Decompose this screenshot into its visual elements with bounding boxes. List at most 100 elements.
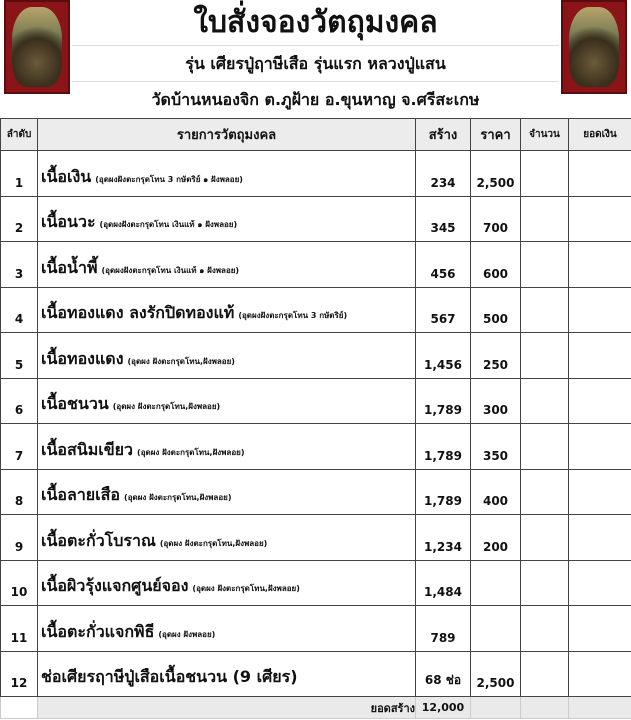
row-price: 400 (470, 468, 521, 515)
footer-value: 12,000 (415, 696, 471, 719)
row-total-field[interactable] (568, 650, 631, 697)
table-row: 9 เนื้อตะกั่วโบราณ (อุดผง ฝังตะกรุดโทน,ฝั… (0, 514, 631, 561)
amulet-image-left (4, 0, 70, 94)
row-total-field[interactable] (568, 332, 631, 379)
row-qty-field[interactable] (520, 559, 569, 606)
row-total-field[interactable] (568, 150, 631, 197)
order-table: ลำดับ รายการวัตถุมงคล สร้าง ราคา จำนวน ย… (0, 118, 631, 719)
row-total-field[interactable] (568, 514, 631, 561)
table-row: 12 ช่อเศียรฤาษีปู่เสือเนื้อชนวน (9 เศียร… (0, 650, 631, 697)
row-price (470, 559, 521, 606)
row-price: 600 (470, 241, 521, 288)
row-price: 700 (470, 195, 521, 242)
row-item: เนื้อชนวน (อุดผง ฝังตะกรุดโทน,ฝังพลอย) (37, 377, 416, 424)
row-made: 1,789 (415, 423, 471, 470)
item-name: เนื้อสนิมเขียว (41, 439, 134, 459)
row-no: 9 (0, 514, 38, 561)
table-row: 10 เนื้อผิวรุ้งแจกศูนย์จอง (อุดผง ฝังตะกร… (0, 559, 631, 606)
item-name: เนื้อนวะ (41, 212, 96, 231)
row-total-field[interactable] (568, 286, 631, 333)
row-price: 200 (470, 514, 521, 561)
item-note: (อุดผงฝังตะกรุดโทน 3 กษัตริย์ ๑ ฝังพลอย) (95, 174, 243, 184)
row-no: 8 (0, 468, 38, 515)
row-qty-field[interactable] (520, 241, 569, 288)
row-total-field[interactable] (568, 468, 631, 515)
row-total-field[interactable] (568, 241, 631, 288)
footer-label: ยอดสร้าง (37, 696, 416, 719)
row-no: 1 (0, 150, 38, 197)
page-title: ใบสั่งจองวัตถุมงคล (72, 0, 559, 46)
row-made: 1,484 (415, 559, 471, 606)
row-total-field[interactable] (568, 605, 631, 652)
row-made: 456 (415, 241, 471, 288)
item-name: เนื้อลายเสือ (41, 485, 121, 504)
item-name: เนื้อเงิน (41, 166, 92, 186)
item-note: (อุดผง ฝังตะกรุดโทน,ฝังพลอย) (159, 538, 268, 548)
row-made: 789 (415, 605, 471, 652)
row-qty-field[interactable] (520, 605, 569, 652)
header-made: สร้าง (415, 118, 471, 151)
temple-location: วัดบ้านหนองจิก ต.ภูฝ้าย อ.ขุนหาญ จ.ศรีสะ… (151, 90, 480, 109)
row-qty-field[interactable] (520, 332, 569, 379)
item-note: (อุดผงฝังตะกรุดโทน เงินแท้ ๑ ฝังพลอย) (101, 265, 240, 275)
table-row: 7 เนื้อสนิมเขียว (อุดผง ฝังตะกรุดโทน,ฝังพ… (0, 423, 631, 470)
row-no: 3 (0, 241, 38, 288)
item-note: (อุดผง ฝังพลอย) (158, 629, 216, 639)
row-total-field[interactable] (568, 423, 631, 470)
row-price: 2,500 (470, 650, 521, 697)
item-name: เนื้อทองแดง (41, 348, 124, 368)
table-row: 11 เนื้อตะกั่วแจกพิธี (อุดผง ฝังพลอย) 789 (0, 605, 631, 652)
row-qty-field[interactable] (520, 195, 569, 242)
row-qty-field[interactable] (520, 377, 569, 424)
table-row: 4 เนื้อทองแดง ลงรักปิดทองแท้ (อุดผงฝังตะก… (0, 286, 631, 333)
item-name: เนื้อตะกั่วโบราณ (41, 530, 156, 550)
item-name: เนื้อตะกั่วแจกพิธี (41, 621, 155, 641)
row-no: 4 (0, 286, 38, 333)
row-price: 500 (470, 286, 521, 333)
row-price: 350 (470, 423, 521, 470)
item-note: (อุดผง ฝังตะกรุดโทน,ฝังพลอย) (192, 584, 300, 593)
row-total-field[interactable] (568, 559, 631, 606)
item-name: เนื้อทองแดง ลงรักปิดทองแท้ (41, 303, 235, 322)
row-item: เนื้อทองแดง (อุดผง ฝังตะกรุดโทน,ฝังพลอย) (37, 332, 416, 379)
header-item: รายการวัตถุมงคล (37, 118, 416, 151)
page-subtitle: รุ่น เศียรปู่ฤาษีเสือ รุ่นแรก หลวงปู่แสน (72, 46, 559, 82)
header-total: ยอดเงิน (568, 118, 631, 151)
row-item: เนื้อสนิมเขียว (อุดผง ฝังตะกรุดโทน,ฝังพลอ… (37, 423, 416, 470)
table-row: 5 เนื้อทองแดง (อุดผง ฝังตะกรุดโทน,ฝังพลอย… (0, 332, 631, 379)
row-qty-field[interactable] (520, 650, 569, 697)
amulet-image-right (561, 0, 627, 94)
row-price: 300 (470, 377, 521, 424)
row-item: ช่อเศียรฤาษีปู่เสือเนื้อชนวน (9 เศียร) (37, 650, 416, 697)
row-price: 2,500 (470, 150, 521, 197)
header-no: ลำดับ (0, 118, 38, 151)
row-qty-field[interactable] (520, 150, 569, 197)
row-made: 234 (415, 150, 471, 197)
item-name: เนื้อน้ำพี้ (41, 257, 98, 277)
row-item: เนื้อเงิน (อุดผงฝังตะกรุดโทน 3 กษัตริย์ ๑… (37, 150, 416, 197)
row-item: เนื้อตะกั่วแจกพิธี (อุดผง ฝังพลอย) (37, 605, 416, 652)
row-made: 1,789 (415, 377, 471, 424)
row-qty-field[interactable] (520, 468, 569, 515)
row-made: 1,789 (415, 468, 471, 515)
header-price: ราคา (470, 118, 521, 151)
row-item: เนื้อลายเสือ (อุดผง ฝังตะกรุดโทน,ฝังพลอย) (37, 468, 416, 515)
item-note: (อุดผง ฝังตะกรุดโทน,ฝังพลอย) (127, 356, 235, 366)
row-qty-field[interactable] (520, 423, 569, 470)
row-total-field[interactable] (568, 195, 631, 242)
row-qty-field[interactable] (520, 286, 569, 333)
row-made: 1,234 (415, 514, 471, 561)
row-item: เนื้อนวะ (อุดผงฝังตะกรุดโทน เงินแท้ ๑ ฝัง… (37, 195, 416, 242)
item-note: (อุดผง ฝังตะกรุดโทน,ฝังพลอย) (137, 447, 245, 457)
item-note: (อุดผงฝังตะกรุดโทน 3 กษัตริย์) (238, 311, 348, 320)
item-note: (อุดผง ฝังตะกรุดโทน,ฝังพลอย) (124, 493, 232, 502)
row-qty-field[interactable] (520, 514, 569, 561)
table-row: 6 เนื้อชนวน (อุดผง ฝังตะกรุดโทน,ฝังพลอย) … (0, 377, 631, 424)
row-total-field[interactable] (568, 377, 631, 424)
row-price (470, 605, 521, 652)
footer-row: ยอดสร้าง 12,000 (0, 696, 631, 719)
item-note: (อุดผงฝังตะกรุดโทน เงินแท้ ๑ ฝังพลอย) (99, 220, 238, 229)
row-item: เนื้อทองแดง ลงรักปิดทองแท้ (อุดผงฝังตะกรุ… (37, 286, 416, 333)
table-row: 3 เนื้อน้ำพี้ (อุดผงฝังตะกรุดโทน เงินแท้ … (0, 241, 631, 288)
row-made: 567 (415, 286, 471, 333)
